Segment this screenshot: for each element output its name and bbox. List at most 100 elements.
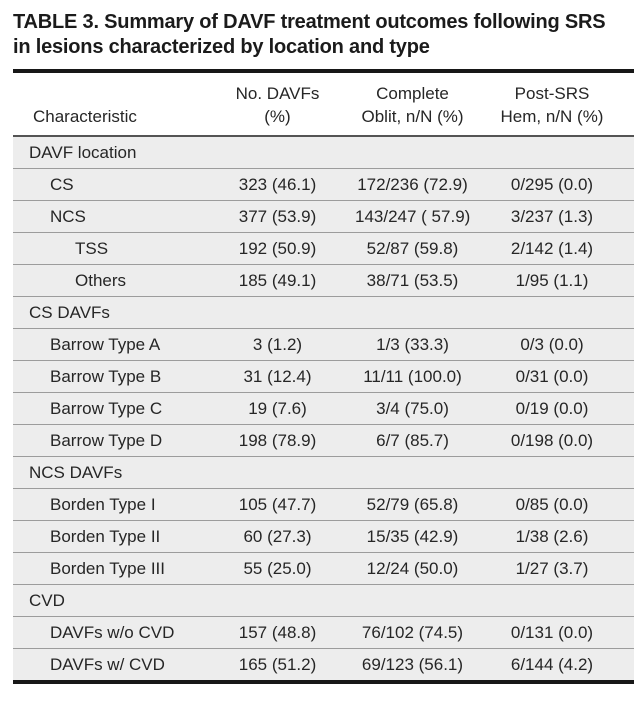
row-value: 2/142 (1.4)	[510, 239, 594, 258]
row-value: 19 (7.6)	[248, 399, 307, 418]
row-value: 52/87 (59.8)	[366, 239, 459, 258]
row-value: 157 (48.8)	[238, 623, 317, 642]
row-value: 69/123 (56.1)	[361, 655, 464, 674]
row-label: Barrow Type D	[50, 431, 163, 450]
column-header-line: Oblit, n/N (%)	[361, 107, 464, 126]
row-value: 0/198 (0.0)	[510, 431, 594, 450]
section-row: CS DAVFs	[13, 296, 634, 328]
row-value	[200, 297, 355, 328]
table-row: Borden Type III 55 (25.0) 12/24 (50.0) 1/27…	[13, 552, 634, 584]
row-value: 0/131 (0.0)	[510, 623, 594, 642]
row-label: Barrow Type A	[50, 335, 161, 354]
row-label: Barrow Type C	[50, 399, 163, 418]
column-header-characteristic: Characteristic	[13, 82, 200, 128]
row-value: 1/27 (3.7)	[515, 559, 589, 578]
column-header-line: Post-SRS	[514, 84, 590, 103]
row-label: Borden Type II	[50, 527, 161, 546]
section-row: NCS DAVFs	[13, 456, 634, 488]
bottom-rule	[13, 680, 634, 684]
row-value: 185 (49.1)	[238, 271, 317, 290]
row-value	[470, 297, 634, 328]
row-label: CS	[50, 175, 74, 194]
table-row: Barrow Type A 3 (1.2) 1/3 (33.3) 0/3 (0.0)	[13, 328, 634, 360]
table-row: Others 185 (49.1) 38/71 (53.5) 1/95 (1.1)	[13, 264, 634, 296]
row-value: 38/71 (53.5)	[366, 271, 459, 290]
row-value: 1/3 (33.3)	[376, 335, 449, 354]
row-value: 172/236 (72.9)	[357, 175, 468, 194]
table-body: DAVF location CS 323 (46.1) 172/236 (72.9) 0…	[13, 137, 634, 680]
table-row: NCS 377 (53.9) 143/247 ( 57.9) 3/237 (1.3)	[13, 200, 634, 232]
row-label: NCS DAVFs	[29, 463, 123, 482]
paper-table-figure: TABLE 3. Summary of DAVF treatment outco…	[13, 10, 634, 684]
row-value: 3 (1.2)	[252, 335, 303, 354]
row-value: 15/35 (42.9)	[366, 527, 459, 546]
row-value: 0/85 (0.0)	[515, 495, 589, 514]
row-value: 60 (27.3)	[243, 527, 312, 546]
row-value	[355, 457, 470, 488]
row-value: 6/7 (85.7)	[376, 431, 449, 450]
table-row: Barrow Type C 19 (7.6) 3/4 (75.0) 0/19 (0.0…	[13, 392, 634, 424]
row-value: 0/31 (0.0)	[515, 367, 589, 386]
row-label: DAVFs w/o CVD	[50, 623, 175, 642]
row-value	[470, 137, 634, 168]
column-header-line: No. DAVFs	[235, 84, 320, 103]
column-header-line: (%)	[264, 107, 291, 126]
row-value: 3/237 (1.3)	[510, 207, 594, 226]
column-header-line: Complete	[376, 84, 449, 103]
row-value	[200, 457, 355, 488]
section-row: CVD	[13, 584, 634, 616]
table-row: Borden Type I 105 (47.7) 52/79 (65.8) 0/85 …	[13, 488, 634, 520]
row-label: DAVFs w/ CVD	[50, 655, 165, 674]
column-header-no-davfs: No. DAVFs (%)	[200, 82, 355, 128]
row-value: 11/11 (100.0)	[363, 367, 462, 386]
row-label: Borden Type III	[50, 559, 165, 578]
table-container: TABLE 3. Summary of DAVF treatment outco…	[13, 10, 634, 684]
row-value: 12/24 (50.0)	[366, 559, 459, 578]
row-value: 0/19 (0.0)	[515, 399, 589, 418]
section-row: DAVF location	[13, 137, 634, 168]
row-value: 0/295 (0.0)	[510, 175, 594, 194]
column-header-line: Characteristic	[33, 107, 137, 126]
table-row: Barrow Type D 198 (78.9) 6/7 (85.7) 0/198 (…	[13, 424, 634, 456]
row-value: 105 (47.7)	[238, 495, 317, 514]
table-title-line1: TABLE 3. Summary of DAVF treatment outco…	[13, 11, 606, 33]
table-title-line2: in lesions characterized by location and…	[13, 36, 430, 58]
row-value: 0/3 (0.0)	[520, 335, 584, 354]
row-value: 55 (25.0)	[243, 559, 312, 578]
row-value: 6/144 (4.2)	[510, 655, 594, 674]
row-label: Others	[75, 271, 127, 290]
row-value: 143/247 ( 57.9)	[355, 207, 470, 226]
row-value: 1/95 (1.1)	[515, 271, 589, 290]
row-label: Borden Type I	[50, 495, 156, 514]
row-label: NCS	[50, 207, 86, 226]
header-rule	[13, 135, 634, 137]
row-value	[200, 137, 355, 168]
row-value: 198 (78.9)	[238, 431, 317, 450]
column-header-post-srs-hem: Post-SRS Hem, n/N (%)	[470, 82, 634, 128]
row-value	[470, 585, 634, 616]
table-row: CS 323 (46.1) 172/236 (72.9) 0/295 (0.0)	[13, 168, 634, 200]
row-value: 165 (51.2)	[238, 655, 317, 674]
table-header-row: Characteristic No. DAVFs (%) Complete Ob…	[13, 73, 634, 135]
table-row: Barrow Type B 31 (12.4) 11/11 (100.0) 0/31 …	[13, 360, 634, 392]
table-row: DAVFs w/o CVD 157 (48.8) 76/102 (74.5) 0/13…	[13, 616, 634, 648]
row-label: Barrow Type B	[50, 367, 162, 386]
table-row: DAVFs w/ CVD 165 (51.2) 69/123 (56.1) 6/144…	[13, 648, 634, 680]
row-value: 31 (12.4)	[243, 367, 312, 386]
row-value: 377 (53.9)	[238, 207, 317, 226]
row-value	[355, 585, 470, 616]
row-value	[355, 137, 470, 168]
table-title: TABLE 3. Summary of DAVF treatment outco…	[13, 10, 628, 60]
table-row: TSS 192 (50.9) 52/87 (59.8) 2/142 (1.4)	[13, 232, 634, 264]
column-header-line: Hem, n/N (%)	[500, 107, 604, 126]
row-value: 76/102 (74.5)	[361, 623, 464, 642]
row-value: 323 (46.1)	[238, 175, 317, 194]
row-value: 192 (50.9)	[238, 239, 317, 258]
row-label: CS DAVFs	[29, 303, 110, 322]
row-value	[355, 297, 470, 328]
row-label: DAVF location	[29, 143, 137, 162]
row-value: 3/4 (75.0)	[376, 399, 449, 418]
row-value: 52/79 (65.8)	[366, 495, 459, 514]
row-label: CVD	[29, 591, 65, 610]
